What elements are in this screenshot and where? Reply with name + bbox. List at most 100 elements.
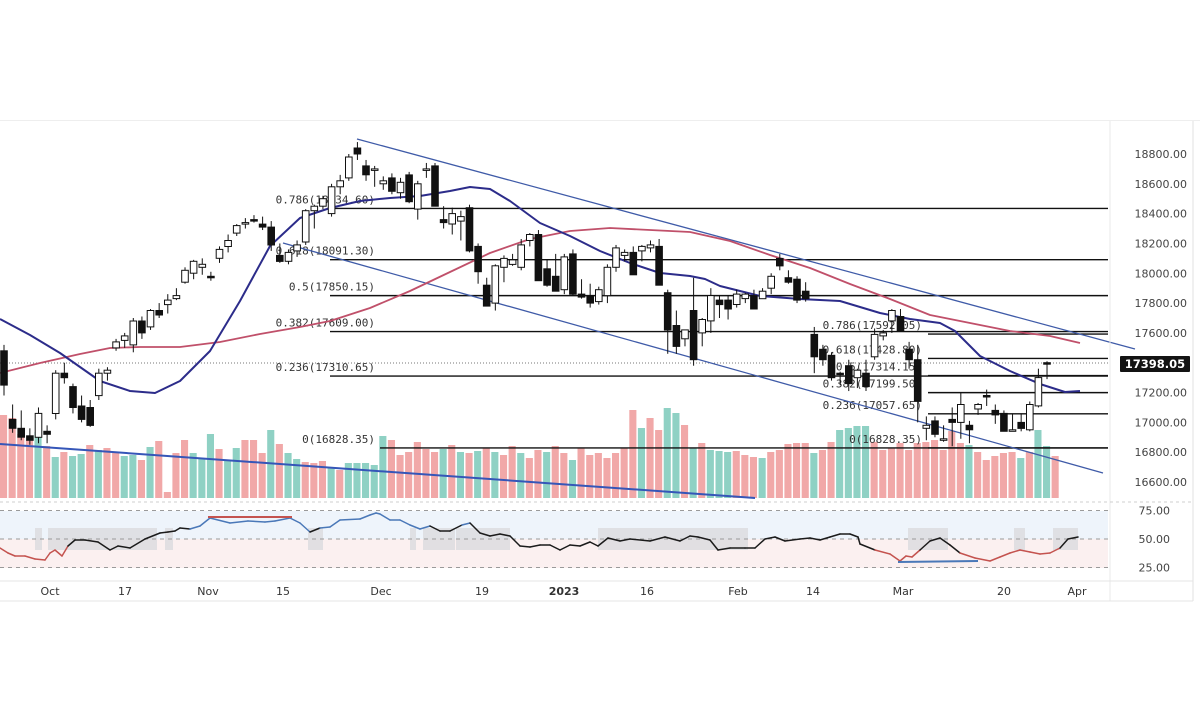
time-axis-tick: Oct [40, 585, 60, 598]
candle-body [569, 253, 577, 295]
volume-bar [741, 455, 749, 498]
candle-body [741, 293, 750, 300]
volume-bar [232, 448, 240, 498]
rsi-segment [509, 535, 521, 547]
time-axis-tick: 20 [997, 585, 1011, 598]
candle [776, 253, 784, 271]
candle-body [810, 333, 819, 358]
rsi-segment [905, 555, 913, 558]
volume-bar [775, 450, 783, 498]
volume-bar [698, 443, 706, 498]
time-axis-tick: 17 [118, 585, 132, 598]
price-axis-tick: 17200.00 [1135, 387, 1188, 400]
volume-bar [801, 443, 809, 498]
price-axis-tick: 18200.00 [1135, 237, 1188, 250]
candle-body [862, 372, 870, 388]
time-axis-tick: Nov [197, 585, 219, 598]
fibonacci-retracements[interactable]: 0.786(18434.60)0.618(18091.30)0.5(17850.… [0, 193, 1108, 449]
rsi-segment [1019, 549, 1031, 553]
volume-bar [784, 444, 792, 498]
price-axis-tick: 18000.00 [1135, 267, 1188, 280]
candle [534, 230, 543, 282]
volume-bar [146, 447, 154, 498]
candle [698, 318, 707, 347]
candle [603, 264, 612, 304]
candle-body [138, 320, 146, 334]
candle-body [836, 372, 844, 376]
candle [241, 218, 250, 229]
rsi-segment [264, 520, 276, 523]
volume-bar [724, 452, 732, 498]
rsi-segment [117, 545, 131, 549]
candle [112, 338, 120, 351]
volume-bar [577, 448, 585, 498]
candle-body [1026, 404, 1034, 431]
volume-bar [163, 492, 171, 498]
chart-area[interactable]: 0.786(18434.60)0.618(18091.30)0.5(17850.… [0, 120, 1200, 606]
volume-bar [129, 455, 137, 498]
volume-bar [689, 448, 697, 498]
volume-bar [25, 440, 33, 498]
candle [793, 276, 801, 304]
volume-bar [215, 449, 223, 498]
rsi-segment [629, 538, 651, 542]
candle-body [327, 186, 336, 215]
candle-body [51, 372, 60, 415]
candle [0, 344, 8, 396]
candle-body [310, 205, 319, 212]
rsi-segment [289, 517, 301, 524]
candle [750, 289, 758, 310]
rsi-segment [849, 533, 859, 538]
candle [224, 234, 232, 253]
volume-bar [948, 431, 956, 498]
candle-body [905, 348, 913, 361]
candle-body [612, 247, 620, 268]
rsi-segment [189, 525, 201, 530]
candle [310, 204, 319, 229]
candle [8, 404, 17, 433]
candle [284, 249, 293, 265]
rsi-segment [489, 533, 501, 537]
candle [250, 215, 258, 223]
volume-bar [206, 434, 214, 498]
rsi-shaded-zone [48, 528, 157, 550]
price-axis-tick: 17000.00 [1135, 416, 1188, 429]
candle-body [689, 310, 698, 361]
candle-body [551, 275, 560, 292]
candle [931, 416, 939, 438]
candle-body [60, 372, 69, 379]
candle-body [758, 290, 767, 300]
volume-bar [172, 453, 180, 498]
candle [612, 244, 620, 272]
rsi-segment [709, 539, 719, 551]
candle-body [362, 165, 370, 176]
rsi-shaded-zone [35, 528, 42, 550]
candle [586, 283, 595, 308]
candle-body [698, 319, 707, 334]
candle-body [319, 198, 327, 207]
volume-bar [939, 450, 947, 498]
candle-body [931, 420, 939, 435]
price-axis-tick: 17600.00 [1135, 327, 1188, 340]
volume-bar [198, 458, 206, 498]
rsi-segment [899, 555, 907, 562]
time-axis[interactable]: Oct 17 Nov 15 Dec 19 2023 16 Feb 14 Mar 20 Apr [40, 585, 1087, 598]
volume-bar [543, 452, 551, 498]
candle [724, 295, 732, 320]
volume-bars [0, 408, 1059, 498]
candle [345, 154, 353, 181]
candle [448, 207, 456, 235]
volume-bar [982, 460, 990, 498]
candle [474, 243, 482, 284]
candle-body [293, 244, 301, 252]
candle-body [638, 245, 646, 252]
candle-body [629, 251, 638, 276]
rsi-segment [579, 541, 591, 547]
candle [1043, 361, 1051, 380]
rsi-segment [167, 530, 176, 533]
volume-bar [86, 445, 94, 498]
candle-body [560, 256, 569, 291]
rsi-segment [597, 537, 609, 547]
trend-lines[interactable] [0, 138, 1136, 499]
candle [336, 174, 344, 195]
